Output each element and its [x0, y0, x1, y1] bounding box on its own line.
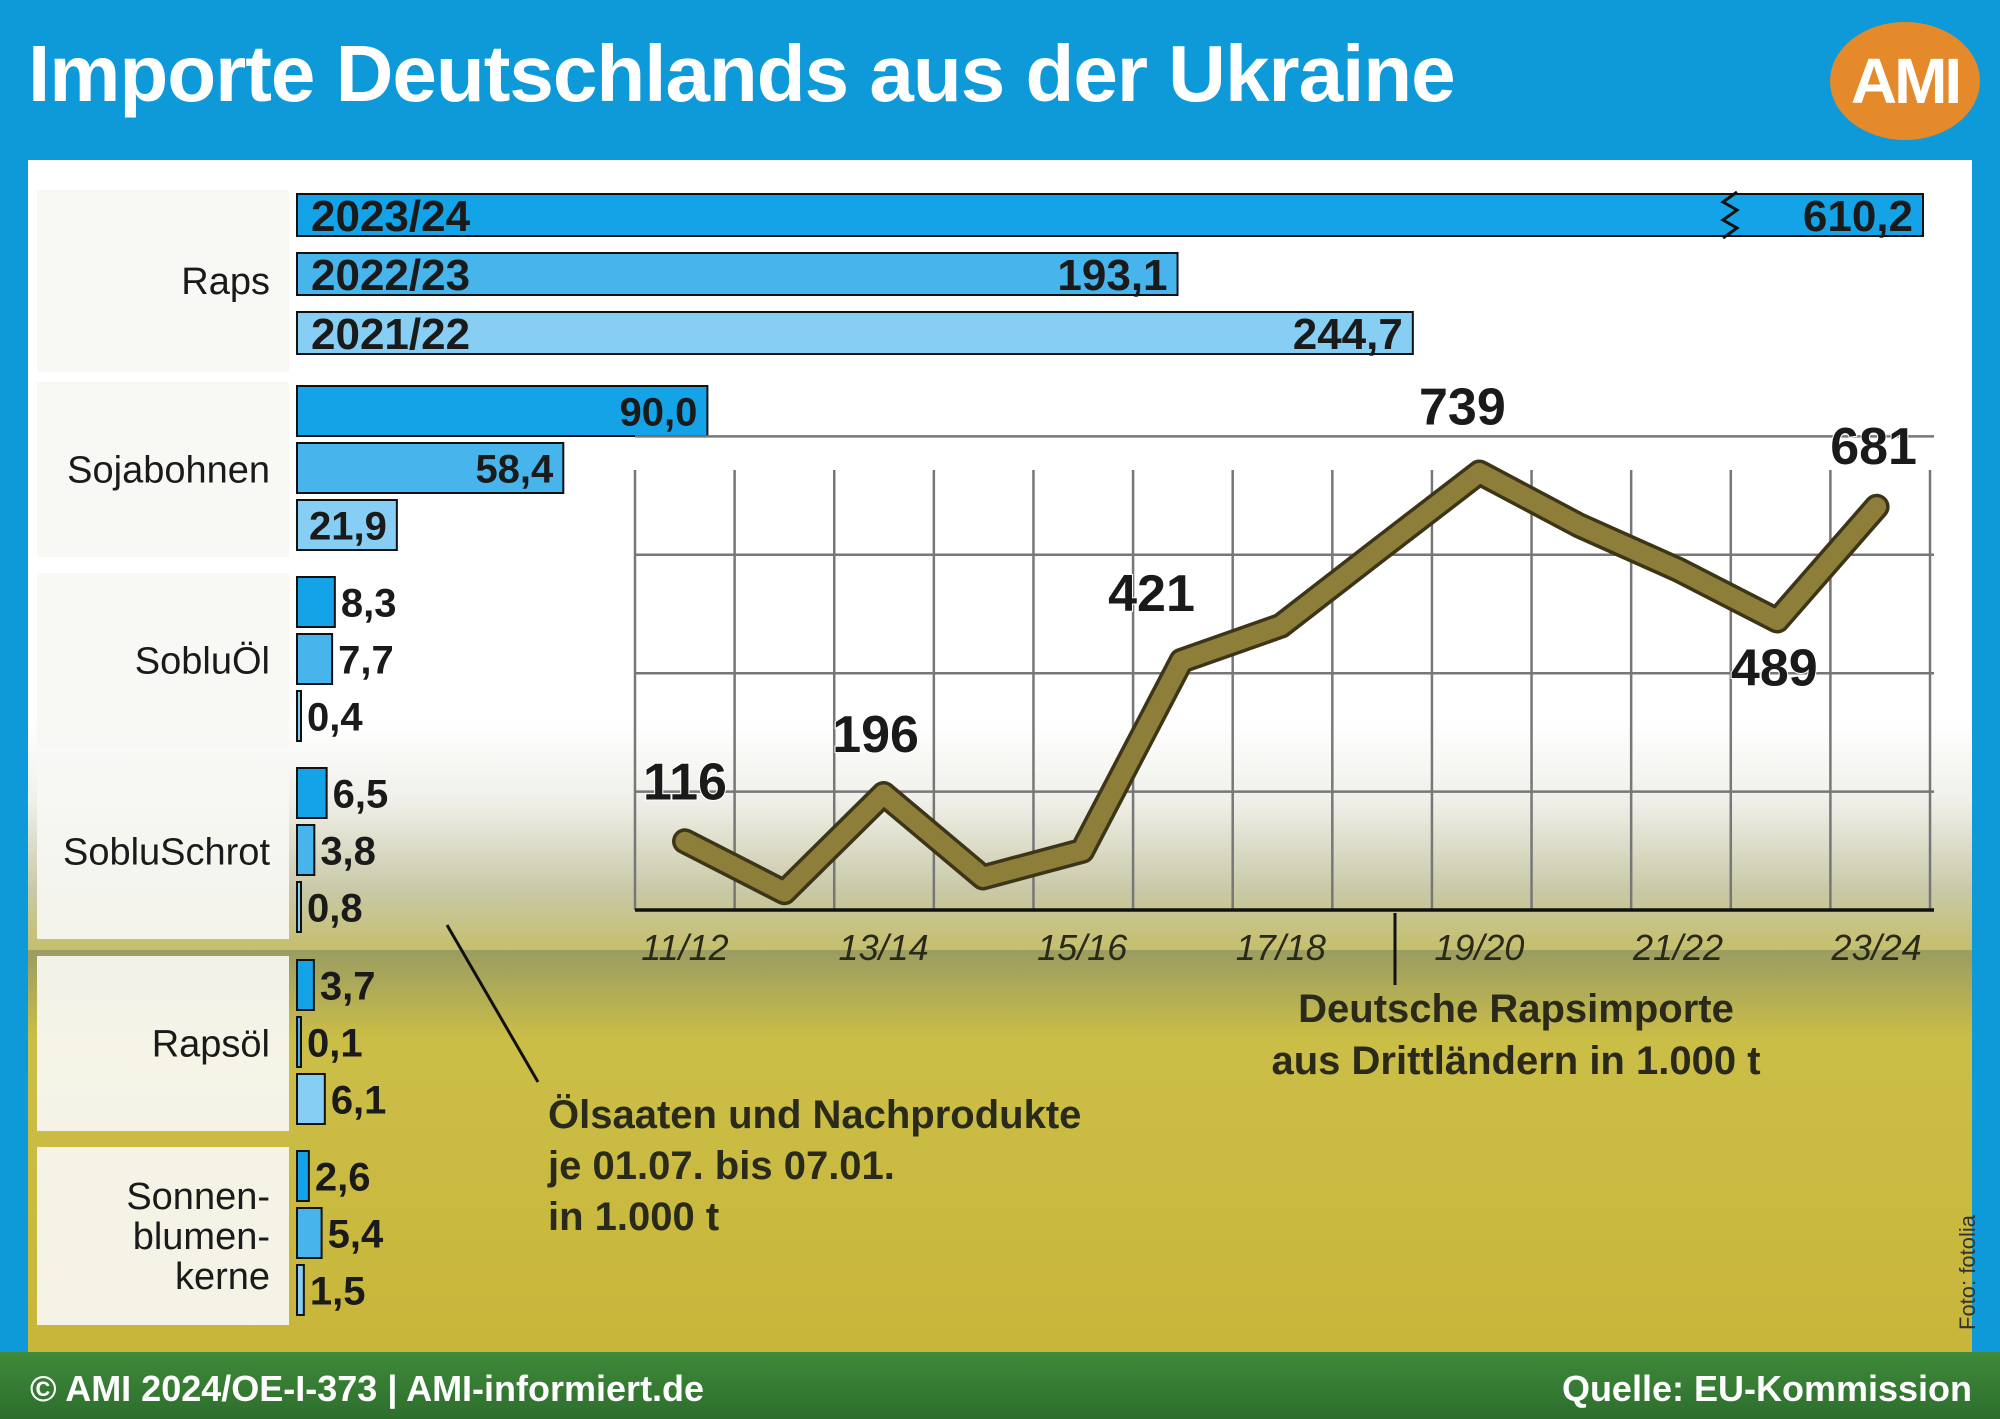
ami-logo: AMI	[1830, 22, 1980, 140]
bar	[296, 1073, 326, 1125]
bar	[296, 824, 316, 876]
series-label: 2023/24	[311, 192, 471, 241]
bar	[296, 959, 315, 1011]
category-label: Sonnen-	[126, 1176, 270, 1218]
data-label: 6,1	[331, 1078, 387, 1122]
bar	[296, 1016, 302, 1068]
point-label: 196	[832, 706, 919, 764]
category-box	[37, 1147, 289, 1325]
data-label: 0,4	[307, 695, 363, 739]
bar	[296, 1264, 305, 1316]
footer-bar	[0, 1352, 2000, 1419]
series-label: 2022/23	[311, 251, 470, 300]
bar	[296, 1207, 323, 1259]
point-label: 739	[1419, 379, 1506, 437]
bar	[296, 690, 302, 742]
axis-break-icon	[1720, 190, 1740, 240]
bar	[296, 442, 565, 494]
category-label: Raps	[181, 261, 270, 303]
x-tick-label: 11/12	[641, 927, 728, 968]
data-label: 3,7	[320, 964, 376, 1008]
x-tick-label: 19/20	[1434, 927, 1524, 968]
logo-text: AMI	[1850, 45, 1962, 117]
category-box	[37, 764, 289, 939]
note-leader-line	[445, 924, 540, 1083]
category-label: blumen-	[133, 1216, 270, 1258]
page-title: Importe Deutschlands aus der Ukraine	[28, 29, 1456, 118]
category-box	[37, 956, 289, 1131]
data-label: 5,4	[328, 1212, 384, 1256]
field-background	[28, 950, 1972, 1040]
note-text: je 01.07. bis 07.01.	[547, 1144, 895, 1188]
bar	[296, 252, 1179, 296]
series-line	[675, 463, 1887, 902]
x-tick-label: 23/24	[1831, 927, 1922, 968]
data-label: 21,9	[309, 504, 387, 548]
category-label: Rapsöl	[152, 1024, 270, 1066]
data-label: 0,1	[307, 1021, 363, 1065]
photo-credit: Foto: fotolia	[1955, 1215, 1980, 1330]
category-box	[37, 382, 289, 557]
point-label: 421	[1108, 565, 1195, 623]
data-label: 3,8	[320, 829, 376, 873]
x-tick-label: 15/16	[1037, 927, 1128, 968]
line-chart-title: aus Drittländern in 1.000 t	[1271, 1039, 1760, 1083]
bar	[296, 499, 398, 551]
bar	[296, 385, 709, 437]
footer-source: Quelle: EU-Kommission	[1561, 1368, 1972, 1409]
note-text: in 1.000 t	[548, 1195, 719, 1239]
category-box	[37, 573, 289, 748]
series-line-outline	[672, 459, 1890, 906]
line-chart: 11/12 13/14 15/16 17/18 19/20 21/22 23/24 116 19…	[633, 378, 1934, 1083]
series-label: 2021/22	[311, 310, 470, 359]
category-label: SobluSchrot	[63, 832, 270, 874]
category-label: SobluÖl	[135, 641, 270, 683]
note-text: Ölsaaten und Nachprodukte	[548, 1092, 1081, 1137]
data-label: 1,5	[310, 1269, 366, 1313]
point-label: 116	[643, 753, 727, 811]
data-label: 0,8	[307, 886, 363, 930]
bar-chart: Raps 610,2 2023/24 193,1 2022/23 244,7 2021/22…	[37, 190, 1924, 1325]
category-box	[37, 190, 289, 372]
data-label: 193,1	[1057, 251, 1167, 300]
point-label: 489	[1731, 640, 1818, 698]
bar	[296, 1150, 310, 1202]
chart-panel	[28, 160, 1972, 1352]
data-label: 610,2	[1803, 192, 1913, 241]
bar	[296, 881, 302, 933]
category-label: Sojabohnen	[67, 450, 270, 492]
bar	[296, 311, 1414, 355]
data-label: 7,7	[338, 638, 394, 682]
point-label: 681	[1830, 418, 1917, 476]
data-label: 90,0	[620, 390, 698, 434]
data-label: 8,3	[341, 581, 397, 625]
x-tick-label: 21/22	[1632, 927, 1723, 968]
data-label: 244,7	[1293, 310, 1403, 359]
bar	[296, 576, 336, 628]
line-chart-title: Deutsche Rapsimporte	[1298, 987, 1734, 1031]
category-label: kerne	[175, 1256, 270, 1298]
x-tick-label: 13/14	[839, 927, 929, 968]
data-label: 58,4	[475, 447, 554, 491]
bar	[296, 193, 1924, 237]
bar	[296, 767, 328, 819]
footer-copyright: © AMI 2024/OE-I-373 | AMI-informiert.de	[30, 1368, 705, 1409]
data-label: 6,5	[333, 772, 389, 816]
bar	[296, 633, 334, 685]
data-label: 2,6	[315, 1155, 371, 1199]
x-tick-label: 17/18	[1236, 927, 1326, 968]
